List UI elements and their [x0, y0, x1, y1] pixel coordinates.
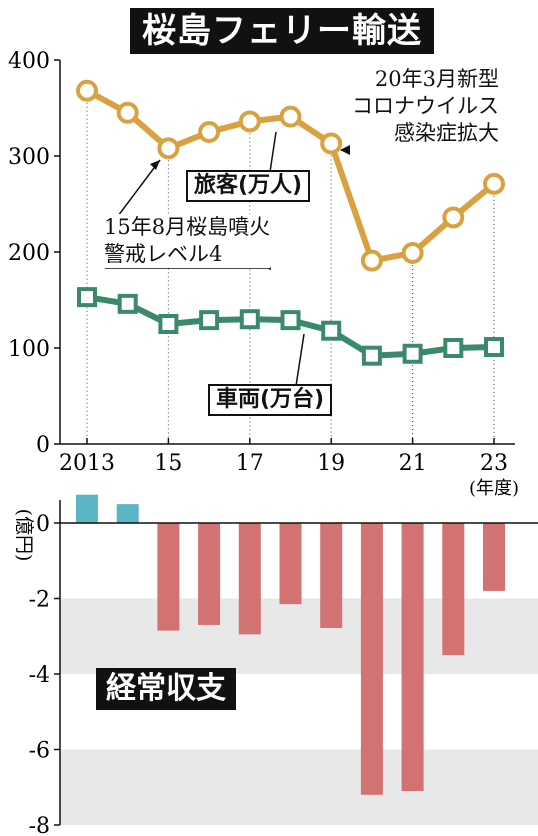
- vehicle-point: [199, 310, 220, 331]
- bar: [157, 523, 180, 631]
- legend-vehicles: 車両(万台): [208, 384, 333, 416]
- eruption-underline: [105, 267, 271, 270]
- y-tick-label: 200: [8, 241, 50, 266]
- passenger-point: [483, 172, 505, 195]
- eruption-leader: [117, 159, 161, 217]
- grid-band: [60, 749, 538, 825]
- vehicle-point: [158, 314, 179, 334]
- annotation-covid: 20年3月新型 コロナウイルス 感染症拡大: [352, 66, 499, 147]
- bar: [320, 523, 343, 628]
- y-tick-label: 0: [36, 433, 50, 458]
- bar: [360, 523, 383, 795]
- y-tick-label: 300: [8, 145, 50, 170]
- passenger-legend-leader: [269, 131, 277, 173]
- y-tick-label: 100: [8, 337, 50, 362]
- x-axis-unit: (年度): [469, 478, 519, 499]
- vehicle-point: [77, 287, 97, 308]
- vehicle-point: [402, 343, 423, 364]
- bar-y-tick-label: -2: [29, 588, 50, 613]
- passenger-point: [238, 110, 261, 133]
- vehicle-legend-leader: [295, 333, 305, 387]
- bar: [238, 523, 261, 635]
- x-tick-label: 15: [154, 451, 182, 476]
- bar: [76, 494, 98, 523]
- bar-y-tick-label: 0: [36, 512, 50, 537]
- bar-y-unit: (億円): [13, 509, 35, 562]
- bar-y-tick-label: -4: [29, 663, 50, 688]
- vehicle-point: [117, 293, 138, 314]
- passenger-point: [401, 241, 424, 264]
- bar-layer: [76, 494, 505, 795]
- passenger-point: [360, 249, 383, 272]
- passenger-point: [279, 105, 302, 128]
- y-tick-label: 400: [8, 49, 50, 74]
- bar: [116, 504, 139, 523]
- passenger-point: [320, 132, 343, 155]
- passenger-point: [76, 79, 98, 102]
- legend-passengers: 旅客(万人): [186, 170, 311, 202]
- vehicle-point: [280, 310, 301, 331]
- passenger-point: [442, 206, 465, 229]
- bar-chart-title: 経常収支: [96, 668, 236, 710]
- vehicle-point: [361, 345, 382, 366]
- annotation-eruption: 15年8月桜島噴火 警戒レベル4: [104, 214, 271, 268]
- bar-y-tick-label: -8: [29, 814, 50, 836]
- vehicle-point: [484, 337, 504, 358]
- eruption-arrowhead: [150, 160, 160, 170]
- vehicle-point: [321, 320, 342, 341]
- vehicle-point: [239, 309, 260, 330]
- tick-layer: 0 100 200 300 400 2013 15 17 19 21 23(年度) 0 -2 -4 -6 -8…: [8, 49, 519, 836]
- passenger-point: [198, 121, 221, 143]
- bar: [279, 523, 302, 605]
- x-tick-label: 19: [317, 451, 345, 476]
- bar-y-tick-label: -6: [29, 739, 50, 764]
- x-tick-label: 17: [236, 451, 264, 476]
- marker-layer: [76, 79, 505, 366]
- passenger-point: [157, 137, 180, 160]
- x-tick-label: 2013: [59, 451, 115, 476]
- covid-arrowhead: [340, 145, 350, 155]
- vehicle-point: [443, 338, 464, 358]
- grid-band: [60, 598, 538, 674]
- bar: [442, 523, 465, 656]
- bar: [401, 523, 424, 792]
- bar: [198, 523, 221, 625]
- bar: [483, 523, 505, 591]
- axis-layer: [54, 59, 538, 826]
- x-tick-label: 21: [399, 451, 427, 476]
- x-tick-label: 23: [480, 451, 508, 476]
- passenger-point: [116, 101, 139, 124]
- chart-title: 桜島フェリー輸送量: [130, 8, 434, 97]
